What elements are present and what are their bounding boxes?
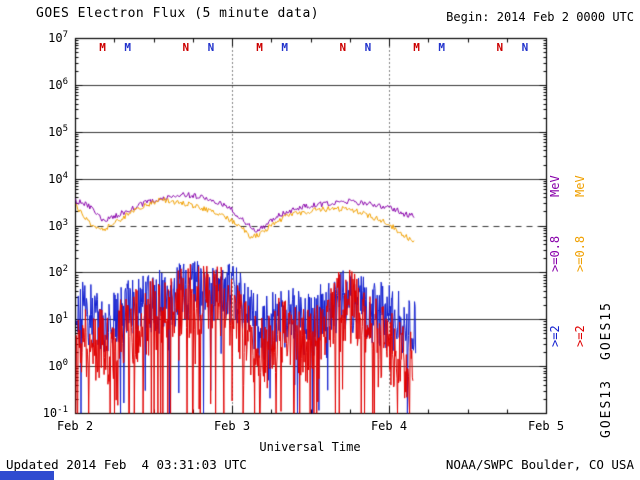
satellite-noon-marker: N xyxy=(521,41,529,54)
y-tick-label: 104 xyxy=(48,170,68,186)
credit-label: NOAA/SWPC Boulder, CO USA xyxy=(445,457,634,472)
satellite-midnight-marker: M xyxy=(413,41,420,54)
legend-goes15-ge08-label: >=0.8 xyxy=(548,235,562,272)
legend-goes15-mev-label: MeV xyxy=(548,175,562,197)
bottom-left-blue-bar xyxy=(0,471,54,480)
satellite-midnight-marker: M xyxy=(99,41,106,54)
satellite-midnight-marker: M xyxy=(281,41,288,54)
x-tick-label: Feb 5 xyxy=(527,419,565,433)
y-tick-label: 102 xyxy=(48,264,68,280)
y-tick-label: 103 xyxy=(48,217,68,233)
x-tick-label: Feb 2 xyxy=(56,419,94,433)
page-title: GOES Electron Flux (5 minute data) xyxy=(36,6,320,21)
x-tick-label: Feb 4 xyxy=(370,419,408,433)
updated-timestamp: Updated 2014 Feb 4 03:31:03 UTC xyxy=(6,457,247,472)
legend-goes15-name: GOES15 xyxy=(599,301,614,360)
satellite-midnight-marker: M xyxy=(256,41,263,54)
legend-goes13-mev-label: MeV xyxy=(573,175,587,197)
x-axis-title: Universal Time xyxy=(259,440,361,454)
satellite-noon-marker: N xyxy=(496,41,504,54)
begin-time-label: Begin: 2014 Feb 2 0000 UTC xyxy=(446,10,634,24)
y-tick-label: 106 xyxy=(48,76,68,92)
x-tick-label: Feb 3 xyxy=(213,419,251,433)
y-tick-label: 105 xyxy=(48,123,68,139)
y-tick-label: 101 xyxy=(48,311,68,327)
legend-goes13-ge08-label: >=0.8 xyxy=(573,235,587,272)
satellite-noon-marker: N xyxy=(364,41,372,54)
y-tick-label: 100 xyxy=(48,358,68,374)
legend-goes15-ge2-label: >=2 xyxy=(548,325,562,347)
satellite-noon-marker: N xyxy=(339,41,347,54)
legend-goes13-name: GOES13 xyxy=(599,379,614,438)
y-axis-title: Particles cm-2s-1sr-1 xyxy=(0,178,10,366)
satellite-noon-marker: N xyxy=(182,41,190,54)
y-tick-label: 107 xyxy=(48,30,68,45)
legend-goes13-ge2-label: >=2 xyxy=(573,325,587,347)
satellite-midnight-marker: M xyxy=(438,41,445,54)
satellite-noon-marker: N xyxy=(207,41,215,54)
y-tick-label: 10-1 xyxy=(42,405,68,420)
satellite-midnight-marker: M xyxy=(124,41,131,54)
